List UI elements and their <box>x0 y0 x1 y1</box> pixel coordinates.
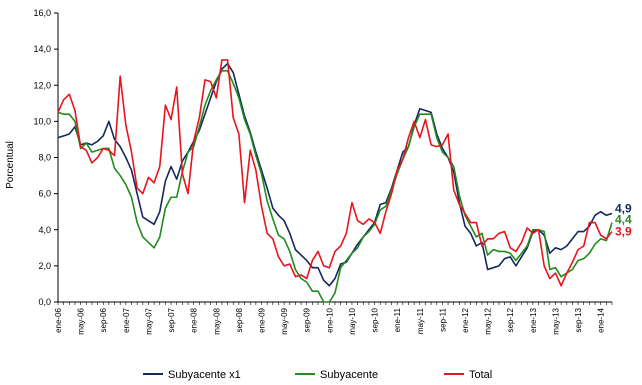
y-tick-label: 8,0 <box>38 153 51 163</box>
x-tick-label: may-13 <box>551 307 560 334</box>
y-tick-label: 10,0 <box>33 116 51 126</box>
y-axis-title: Porcentual <box>5 141 16 189</box>
x-tick-label: sep-13 <box>574 307 583 332</box>
x-tick-label: ene-08 <box>190 307 199 332</box>
end-label-2: 4,4 <box>615 213 632 227</box>
y-axis: 0,0 2,0 4,0 6,0 8,0 10,0 12,0 14,0 16,0 <box>33 8 59 307</box>
y-tick-label: 14,0 <box>33 44 51 54</box>
x-tick-label: may-11 <box>416 307 425 334</box>
series-lines <box>57 59 613 303</box>
x-tick-label: ene-13 <box>529 307 538 332</box>
x-tick-label: sep-11 <box>438 307 447 331</box>
series-line-3 <box>57 59 613 287</box>
x-tick-label: may-07 <box>144 307 153 334</box>
legend-label-2: Subyacente <box>320 369 378 381</box>
end-labels: 4,94,43,9 <box>615 201 632 238</box>
x-tick-label: ene-11 <box>393 307 402 332</box>
y-tick-label: 12,0 <box>33 80 51 90</box>
x-tick-label: ene-10 <box>325 307 334 332</box>
x-tick-label: may-12 <box>484 307 493 334</box>
legend-label-1: Subyacente x1 <box>168 369 241 381</box>
series-line-2 <box>57 70 613 303</box>
series-line-1 <box>57 62 613 287</box>
y-tick-label: 6,0 <box>38 189 51 199</box>
x-tick-label: ene-12 <box>461 307 470 332</box>
y-tick-label: 4,0 <box>38 225 51 235</box>
y-tick-label: 2,0 <box>38 261 51 271</box>
x-tick-label: sep-06 <box>99 307 108 332</box>
x-tick-label: sep-09 <box>303 307 312 332</box>
x-tick-label: ene-09 <box>258 307 267 332</box>
x-tick-label: ene-14 <box>597 307 606 332</box>
legend: Subyacente x1 Subyacente Total <box>143 369 492 381</box>
x-tick-label: ene-06 <box>54 307 63 332</box>
y-tick-label: 0,0 <box>38 297 51 307</box>
x-tick-label: may-10 <box>348 307 357 334</box>
x-axis: ene-06 may-06 sep-06 ene-07 may-07 sep-07 ene-… <box>54 301 613 335</box>
x-tick-label: sep-08 <box>235 307 244 332</box>
y-tick-label: 16,0 <box>33 8 51 18</box>
x-tick-label: ene-07 <box>122 307 131 332</box>
x-tick-label: sep-12 <box>506 307 515 332</box>
end-label-3: 3,9 <box>615 225 632 239</box>
x-tick-label: may-08 <box>212 307 221 334</box>
end-label-1: 4,9 <box>615 201 632 215</box>
x-tick-label: may-09 <box>280 307 289 334</box>
x-tick-label: may-06 <box>77 307 86 334</box>
x-tick-label: sep-07 <box>167 307 176 332</box>
x-tick-label: sep-10 <box>371 307 380 332</box>
legend-label-3: Total <box>469 369 492 381</box>
